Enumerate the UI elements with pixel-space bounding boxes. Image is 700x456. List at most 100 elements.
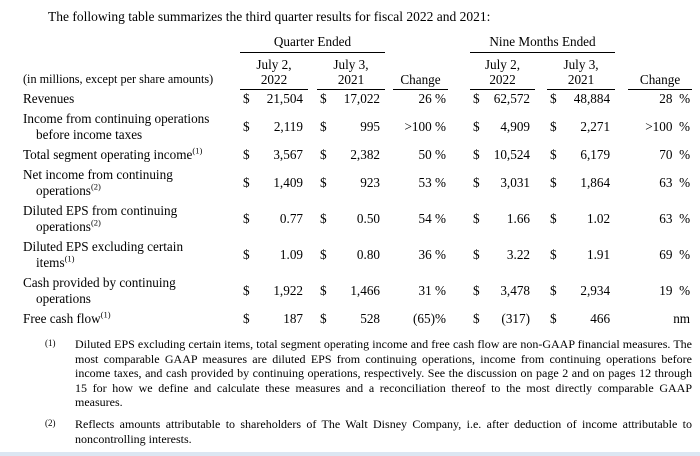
currency-symbol: $ — [320, 311, 327, 326]
row-label-line: operations — [36, 291, 91, 306]
value-cell: 3,478 — [500, 283, 530, 298]
value-cell: 3.22 — [506, 247, 530, 262]
row-label-line: items(1) — [36, 253, 75, 270]
footnote: (2) Reflects amounts attributable to shar… — [45, 417, 692, 446]
currency-symbol: $ — [550, 91, 557, 107]
results-table: Quarter Ended Nine Months Ended (in mill… — [22, 32, 693, 329]
date-line-2: 2022 — [260, 71, 288, 87]
value-cell: 1.02 — [586, 211, 611, 226]
currency-symbol: $ — [473, 211, 480, 226]
gap — [615, 165, 628, 201]
value-cell: 2,271 — [580, 119, 611, 134]
value-cell: 48,884 — [573, 91, 611, 107]
date-line-1: July 3, — [563, 56, 599, 72]
row-label-line: Revenues — [23, 91, 75, 106]
value-cell: 2,119 — [273, 119, 303, 134]
currency-symbol: $ — [550, 147, 557, 162]
gap — [385, 309, 393, 329]
gap — [308, 201, 317, 237]
gap — [308, 309, 317, 329]
table-row: Free cash flow(1) $187 $528 (65)% $ (317) $466… — [22, 309, 692, 329]
currency-symbol: $ — [320, 147, 327, 162]
currency-symbol: $ — [550, 283, 557, 298]
gap — [308, 145, 317, 165]
gap — [308, 52, 317, 89]
group-nine-months-ended: Nine Months Ended — [470, 32, 616, 53]
row-label: Diluted EPS from continuing operations(2) — [22, 201, 240, 237]
table-body: Revenues $21,504 $17,022 26 % $62,572 $48,884… — [22, 89, 692, 329]
gap — [448, 309, 470, 329]
change-spacer — [628, 32, 692, 52]
gap — [385, 165, 393, 201]
row-label-line: Free cash flow(1) — [23, 309, 111, 326]
gap — [308, 89, 317, 109]
bottom-strip — [0, 452, 700, 456]
value-cell: 1,466 — [350, 283, 380, 298]
currency-symbol: $ — [243, 119, 250, 134]
row-label-line: Diluted EPS excluding certain — [23, 239, 184, 254]
currency-symbol: $ — [243, 175, 250, 190]
table-row: Revenues $21,504 $17,022 26 % $62,572 $48,884… — [22, 89, 692, 109]
value-cell: 923 — [360, 175, 380, 190]
value-cell: 1.91 — [586, 247, 611, 262]
currency-symbol: $ — [550, 311, 557, 326]
currency-symbol: $ — [243, 147, 250, 162]
currency-symbol: $ — [243, 247, 250, 262]
currency-symbol: $ — [320, 175, 327, 190]
gap — [535, 309, 547, 329]
gap — [615, 89, 628, 109]
col-header-quarter-2022: July 2, 2022 — [240, 52, 308, 90]
gap — [448, 201, 470, 237]
currency-symbol: $ — [320, 211, 327, 226]
footnote-text: Diluted EPS excluding certain items, tot… — [75, 337, 692, 410]
change-cell: 19 % — [659, 283, 691, 298]
intro-paragraph: The following table summarizes the third… — [48, 9, 491, 24]
corner-spacer — [22, 32, 240, 52]
gap — [535, 89, 547, 109]
footnote-marker: (1) — [45, 338, 56, 348]
value-cell: (317) — [501, 311, 530, 326]
value-cell: 187 — [283, 311, 303, 326]
change-cell: 63 % — [659, 211, 691, 226]
col-header-nine-months-2021: July 3, 2021 — [547, 52, 616, 90]
currency-symbol: $ — [243, 211, 250, 226]
row-label: Net income from continuing operations(2) — [22, 165, 240, 201]
date-line-2: 2021 — [337, 71, 365, 87]
group-header-row: Quarter Ended Nine Months Ended — [22, 32, 692, 53]
gap — [535, 237, 547, 273]
gap — [308, 109, 317, 145]
change-spacer — [393, 32, 448, 52]
row-label-line: before income taxes — [36, 127, 143, 142]
gap — [535, 145, 547, 165]
currency-symbol: $ — [473, 283, 480, 298]
gap — [385, 201, 393, 237]
currency-symbol: $ — [550, 119, 557, 134]
footnote-ref: (1) — [100, 309, 111, 320]
change-cell: 26 % — [418, 91, 446, 107]
currency-symbol: $ — [473, 119, 480, 134]
gap — [535, 273, 547, 309]
currency-symbol: $ — [473, 91, 480, 107]
change-cell: >100 % — [645, 119, 691, 134]
row-label-line: Diluted EPS from continuing — [23, 203, 178, 218]
footnote-ref: (2) — [90, 217, 101, 228]
currency-symbol: $ — [473, 147, 480, 162]
currency-symbol: $ — [243, 311, 250, 326]
gap — [615, 309, 628, 329]
value-cell: 0.50 — [356, 211, 380, 226]
change-cell: nm — [673, 311, 691, 326]
column-header-row: (in millions, except per share amounts) … — [22, 52, 693, 90]
change-cell: 69 % — [659, 247, 691, 262]
col-header-nine-months-change: Change — [628, 52, 693, 90]
value-cell: 0.80 — [356, 247, 380, 262]
value-cell: 1,922 — [273, 283, 303, 298]
value-cell: 3,567 — [273, 147, 303, 162]
gap — [448, 237, 470, 273]
change-cell: 54 % — [418, 211, 446, 226]
row-label: Free cash flow(1) — [22, 309, 240, 329]
change-cell: 63 % — [659, 175, 691, 190]
table-row: Total segment operating income(1) $3,567 $… — [22, 145, 692, 165]
table-row: Diluted EPS from continuing operations(2)… — [22, 201, 692, 237]
date-line-2: 2021 — [567, 71, 595, 87]
value-cell: 3,031 — [500, 175, 530, 190]
